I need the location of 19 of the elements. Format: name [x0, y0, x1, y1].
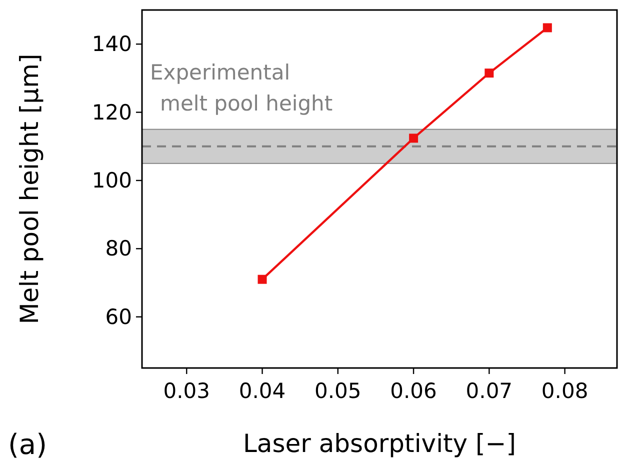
x-tick-label: 0.05: [314, 379, 362, 403]
y-tick-label: 120: [92, 100, 132, 124]
y-tick-label: 60: [105, 304, 132, 329]
y-tick-label: 100: [92, 168, 132, 192]
point: [484, 68, 494, 78]
x-axis-title: Laser absorptivity [−]: [242, 429, 516, 458]
y-tick-label: 140: [92, 32, 132, 56]
point: [542, 23, 552, 32]
point: [409, 134, 418, 143]
x-tick-label: 0.07: [466, 379, 513, 403]
y-axis-title: Melt pool height [µm]: [15, 54, 44, 324]
x-tick-label: 0.04: [238, 379, 286, 403]
x-tick-label: 0.08: [541, 379, 588, 403]
y-tick-label: 80: [105, 236, 132, 261]
x-tick-label: 0.06: [390, 379, 437, 403]
point: [258, 274, 267, 284]
band-label: Experimental melt pool height: [150, 60, 333, 116]
x-tick-label: 0.03: [163, 379, 210, 403]
text: (a): [8, 428, 48, 461]
